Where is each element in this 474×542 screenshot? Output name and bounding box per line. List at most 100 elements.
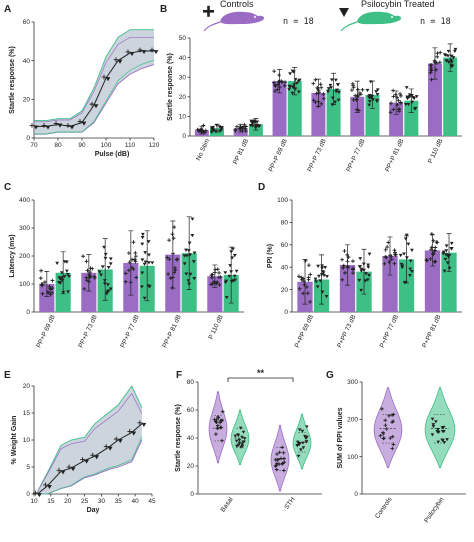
control-sth-data-point	[273, 464, 278, 468]
y-tick-label: 100	[277, 197, 288, 204]
y-axis-title: % Weight Gain	[11, 416, 18, 465]
category-label-no-stim: No Stim	[195, 138, 211, 162]
control-data-point	[273, 89, 277, 93]
control-data-point	[391, 107, 396, 112]
control-data-point	[321, 96, 326, 101]
legend-psilocybin-n: n = 18	[420, 17, 451, 27]
control-data-point	[391, 94, 396, 99]
y-tick-label: 20	[187, 463, 195, 470]
psilocybin-data-point	[399, 262, 404, 267]
control-data-point	[315, 85, 320, 90]
control-data-point	[39, 268, 44, 273]
psilocybin-data-point	[375, 98, 380, 103]
psilocybin-data-point	[249, 119, 254, 123]
control-mean-marker	[101, 74, 107, 80]
psilocybin-data-point	[451, 56, 456, 60]
control-data-point	[429, 247, 433, 252]
control-data-point	[40, 291, 45, 296]
control-mean-marker	[29, 123, 35, 128]
control-data-point	[299, 277, 304, 282]
control-data-point	[217, 283, 222, 287]
control-sth-data-point	[276, 457, 280, 462]
control-data-point	[429, 62, 434, 67]
control-mean-marker	[125, 49, 131, 55]
control-data-point	[341, 263, 346, 268]
control-data-point	[167, 257, 172, 262]
y-tick-label: 40	[179, 55, 187, 62]
psilocybin-sth-data-point	[304, 440, 309, 444]
control-data-point	[383, 247, 388, 252]
psilocybin-data-point	[184, 248, 188, 252]
control-mean-marker	[77, 119, 83, 124]
control-data-point	[424, 258, 429, 262]
control-mean-marker	[113, 57, 119, 63]
y-tick-label: 0	[284, 309, 288, 316]
category-label-pp-p-73-db: PP+P 73 dB	[77, 314, 98, 349]
control-data-point	[133, 254, 138, 259]
control-data-point	[429, 245, 434, 250]
control-data-point	[399, 94, 403, 98]
psilocybin-data-point	[150, 261, 155, 265]
psilocybin-data-point	[367, 273, 371, 278]
psilocybin-data-point	[224, 295, 229, 300]
psilocybin-data-point	[367, 252, 372, 256]
control-bar	[382, 256, 398, 312]
psilocybin-sth-data-point	[304, 436, 308, 441]
control-data-point	[172, 265, 177, 270]
psilocybin-data-point	[108, 287, 113, 291]
y-tick-label: 0	[26, 491, 30, 498]
control-data-point	[343, 270, 347, 275]
control-data-point	[128, 280, 133, 285]
psilocybin-data-point	[441, 252, 446, 256]
control-mean-marker	[43, 482, 48, 488]
psilocybin-data-point	[368, 80, 373, 84]
psilocybin-data-point	[61, 290, 66, 295]
band-upper-edge-2	[34, 36, 154, 123]
x-tick-label: 45	[148, 498, 156, 505]
psilocybin-basal-data-point	[236, 433, 240, 437]
error-bar	[128, 230, 134, 296]
control-data-point	[387, 260, 392, 264]
psilocybin-data-point	[359, 269, 364, 273]
psilocybin-data-point	[66, 290, 70, 294]
psilocybin-data-point	[140, 232, 145, 237]
psilocybin-sth-data-point	[297, 428, 302, 432]
control-data-point	[48, 287, 53, 292]
psilocybin-mean-marker	[105, 77, 111, 82]
control-data-point	[40, 283, 45, 288]
y-tick-label: 80	[187, 379, 195, 386]
control-data-point	[353, 93, 358, 98]
control-data-point	[48, 292, 53, 297]
control-data-point	[425, 258, 429, 263]
psilocybin-data-point	[449, 241, 454, 246]
control-data-point	[385, 245, 390, 249]
control-data-point	[46, 290, 51, 295]
control-data-point	[354, 97, 359, 102]
y-tick-label: 0	[26, 135, 30, 142]
psilocybin-data-point	[361, 262, 366, 266]
category-label-p-pp-81-db: P+PP 81 dB	[421, 314, 442, 349]
control-data-point	[131, 267, 136, 271]
psilocybin-data-point	[228, 264, 233, 268]
y-axis-title: Startle response (%)	[9, 46, 16, 114]
psilocybin-sum-data-point	[434, 420, 438, 424]
control-sum-data-point	[383, 418, 388, 423]
control-data-point	[350, 88, 354, 93]
psilocybin-data-point	[230, 256, 235, 260]
psilocybin-data-point	[190, 217, 195, 221]
control-data-point	[306, 277, 311, 282]
psilocybin-data-point	[99, 273, 103, 277]
psilocybin-data-point	[449, 54, 454, 58]
control-bar	[81, 272, 97, 312]
panel-g: 0 100 200 300 SUM of PPI values Controls Psilo…	[337, 379, 466, 524]
control-data-point	[133, 251, 138, 255]
psilocybin-data-point	[333, 100, 338, 104]
control-sum-data-point	[383, 423, 388, 428]
psilocybin-mean-marker	[57, 123, 63, 128]
psilocybin-sth-data-point	[303, 434, 307, 438]
panel-f: 0 20 40 60 80 Startle response (%) Basal STH	[175, 379, 322, 513]
psilocybin-sum-data-point	[430, 417, 435, 421]
psilocybin-data-point	[147, 253, 151, 257]
y-tick-label: 20	[23, 383, 31, 390]
